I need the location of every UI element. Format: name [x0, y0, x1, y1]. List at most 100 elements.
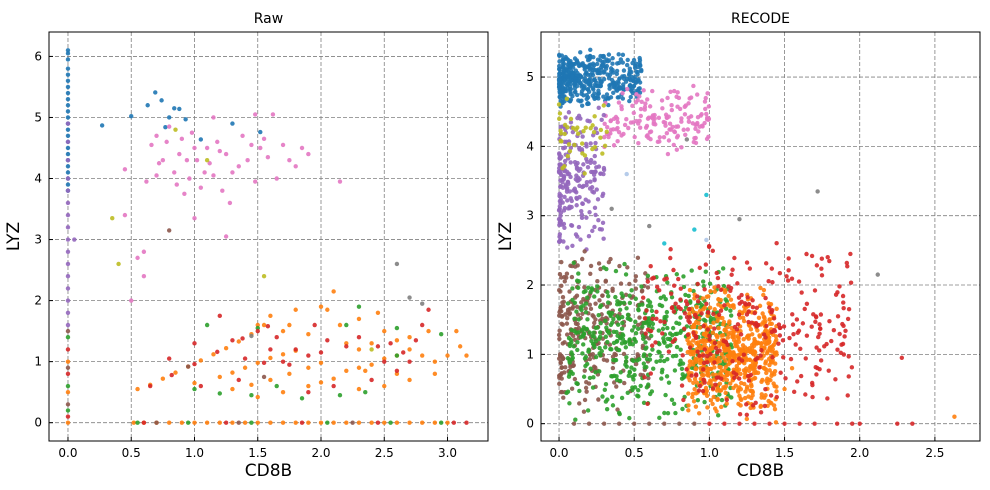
data-point [598, 127, 604, 133]
data-point [596, 105, 601, 111]
data-point [678, 358, 683, 363]
data-point [573, 321, 579, 326]
data-point [223, 346, 229, 351]
data-point [662, 410, 667, 416]
data-point [683, 103, 688, 108]
data-point [645, 273, 651, 279]
data-point [183, 117, 188, 122]
data-point [597, 345, 602, 351]
data-point [592, 96, 597, 101]
data-point [597, 334, 603, 339]
data-point [325, 338, 330, 343]
x-tick-label: 2.5 [375, 446, 394, 460]
data-point [65, 78, 71, 84]
data-point [601, 70, 606, 75]
data-point [557, 162, 563, 167]
data-point [650, 321, 656, 327]
data-point [565, 171, 570, 177]
data-point [560, 177, 565, 183]
data-point [723, 390, 728, 396]
data-point [249, 142, 254, 148]
data-point [606, 293, 611, 299]
data-point [837, 284, 842, 289]
y-tick-label: 1 [526, 347, 534, 361]
data-point [591, 129, 597, 135]
data-point [635, 98, 640, 103]
data-point [620, 52, 626, 58]
data-point [748, 372, 753, 378]
data-point [344, 420, 349, 425]
data-point [658, 319, 663, 324]
data-point [691, 324, 697, 330]
data-point [784, 274, 789, 279]
data-point [217, 374, 222, 380]
data-point [712, 340, 718, 346]
data-point [605, 300, 611, 305]
data-point [603, 334, 609, 339]
data-point [563, 365, 568, 370]
data-point [575, 381, 580, 387]
data-point [728, 285, 734, 291]
data-point [703, 106, 708, 112]
data-point [704, 237, 709, 243]
x-tick-label: 0.0 [58, 446, 77, 460]
data-point [620, 294, 626, 299]
data-point [557, 89, 562, 94]
data-point [621, 300, 627, 306]
data-point [268, 313, 273, 319]
data-point [730, 358, 735, 364]
data-point [556, 102, 562, 107]
data-point [587, 62, 592, 68]
data-point [676, 321, 682, 326]
series-3 [556, 96, 609, 176]
data-point [686, 408, 691, 413]
data-point [65, 96, 71, 102]
data-point [722, 290, 728, 295]
data-point [692, 227, 697, 232]
data-point [770, 355, 775, 360]
data-point [597, 369, 602, 374]
data-point [764, 323, 769, 329]
data-point [592, 294, 597, 299]
data-point [634, 118, 639, 124]
data-point [724, 329, 729, 334]
data-point [798, 373, 804, 379]
data-point [770, 280, 775, 285]
data-point [581, 374, 587, 379]
data-point [558, 308, 563, 313]
data-point [713, 345, 719, 351]
data-point [579, 98, 584, 103]
data-point [558, 193, 564, 198]
data-point [601, 94, 606, 99]
x-axis-label: CD8B [737, 461, 784, 481]
data-point [160, 376, 166, 381]
data-point [679, 328, 684, 334]
data-point [846, 354, 851, 359]
data-point [622, 380, 627, 386]
data-point [602, 143, 608, 148]
data-point [752, 421, 757, 426]
data-point [667, 331, 673, 336]
data-point [217, 313, 222, 319]
data-point [187, 176, 192, 181]
data-point [198, 383, 204, 389]
data-point [618, 57, 624, 62]
data-point [565, 179, 571, 185]
data-point [192, 341, 197, 346]
data-point [692, 136, 697, 141]
data-point [662, 315, 667, 320]
data-point [585, 58, 591, 63]
data-point [688, 349, 693, 354]
data-point [672, 129, 678, 135]
data-point [587, 375, 593, 381]
data-point [331, 420, 336, 425]
data-point [580, 311, 585, 317]
data-point [703, 262, 709, 267]
data-point [135, 255, 140, 261]
data-point [762, 345, 767, 350]
data-point [65, 72, 71, 77]
data-point [306, 365, 311, 370]
x-tick-label: 0.5 [122, 446, 141, 460]
data-point [573, 264, 578, 269]
data-point [558, 213, 563, 219]
